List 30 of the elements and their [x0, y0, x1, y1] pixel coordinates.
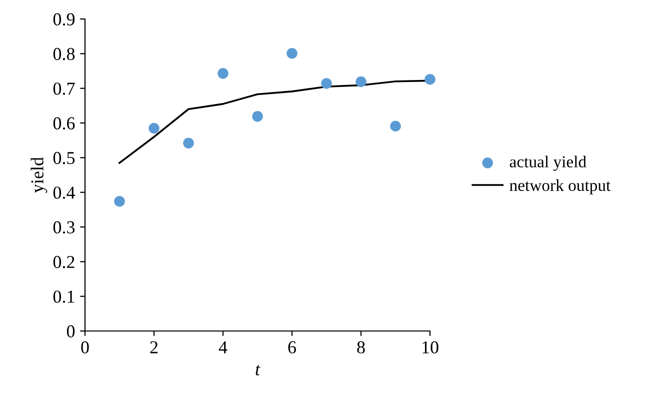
- y-tick-label: 0.7: [53, 82, 75, 95]
- point: [183, 138, 194, 148]
- x-tick-label: 0: [81, 341, 89, 354]
- y-tick-label: 0.9: [53, 13, 75, 26]
- x-axis-title: t: [256, 365, 260, 376]
- y-tick-label: 0: [66, 325, 75, 338]
- point: [286, 48, 298, 59]
- y-tick-label: 0.4: [53, 186, 75, 199]
- y-tick-label: 0.3: [53, 221, 75, 234]
- point: [321, 78, 332, 89]
- point: [252, 111, 263, 122]
- point: [148, 122, 160, 134]
- y-tick-label: 0.2: [53, 256, 74, 268]
- legend-label: actual yield: [510, 156, 586, 171]
- x-tick-label: 2: [150, 341, 158, 354]
- x-tick-label: 6: [288, 341, 296, 354]
- y-axis-title: yield: [30, 157, 48, 193]
- point: [356, 76, 366, 88]
- x-tick-label: 10: [422, 341, 438, 354]
- x-tick-label: 8: [357, 341, 365, 354]
- y-tick-label: 0.6: [53, 117, 75, 130]
- point: [390, 120, 401, 132]
- point: [114, 196, 125, 207]
- legend-label: network output: [510, 179, 611, 194]
- point: [218, 68, 228, 79]
- y-tick-label: 0.8: [53, 48, 75, 60]
- x-tick-label: 4: [218, 341, 228, 354]
- y-tick-label: 0.1: [53, 290, 74, 303]
- point: [424, 74, 436, 85]
- y-tick-label: 0.5: [53, 152, 75, 164]
